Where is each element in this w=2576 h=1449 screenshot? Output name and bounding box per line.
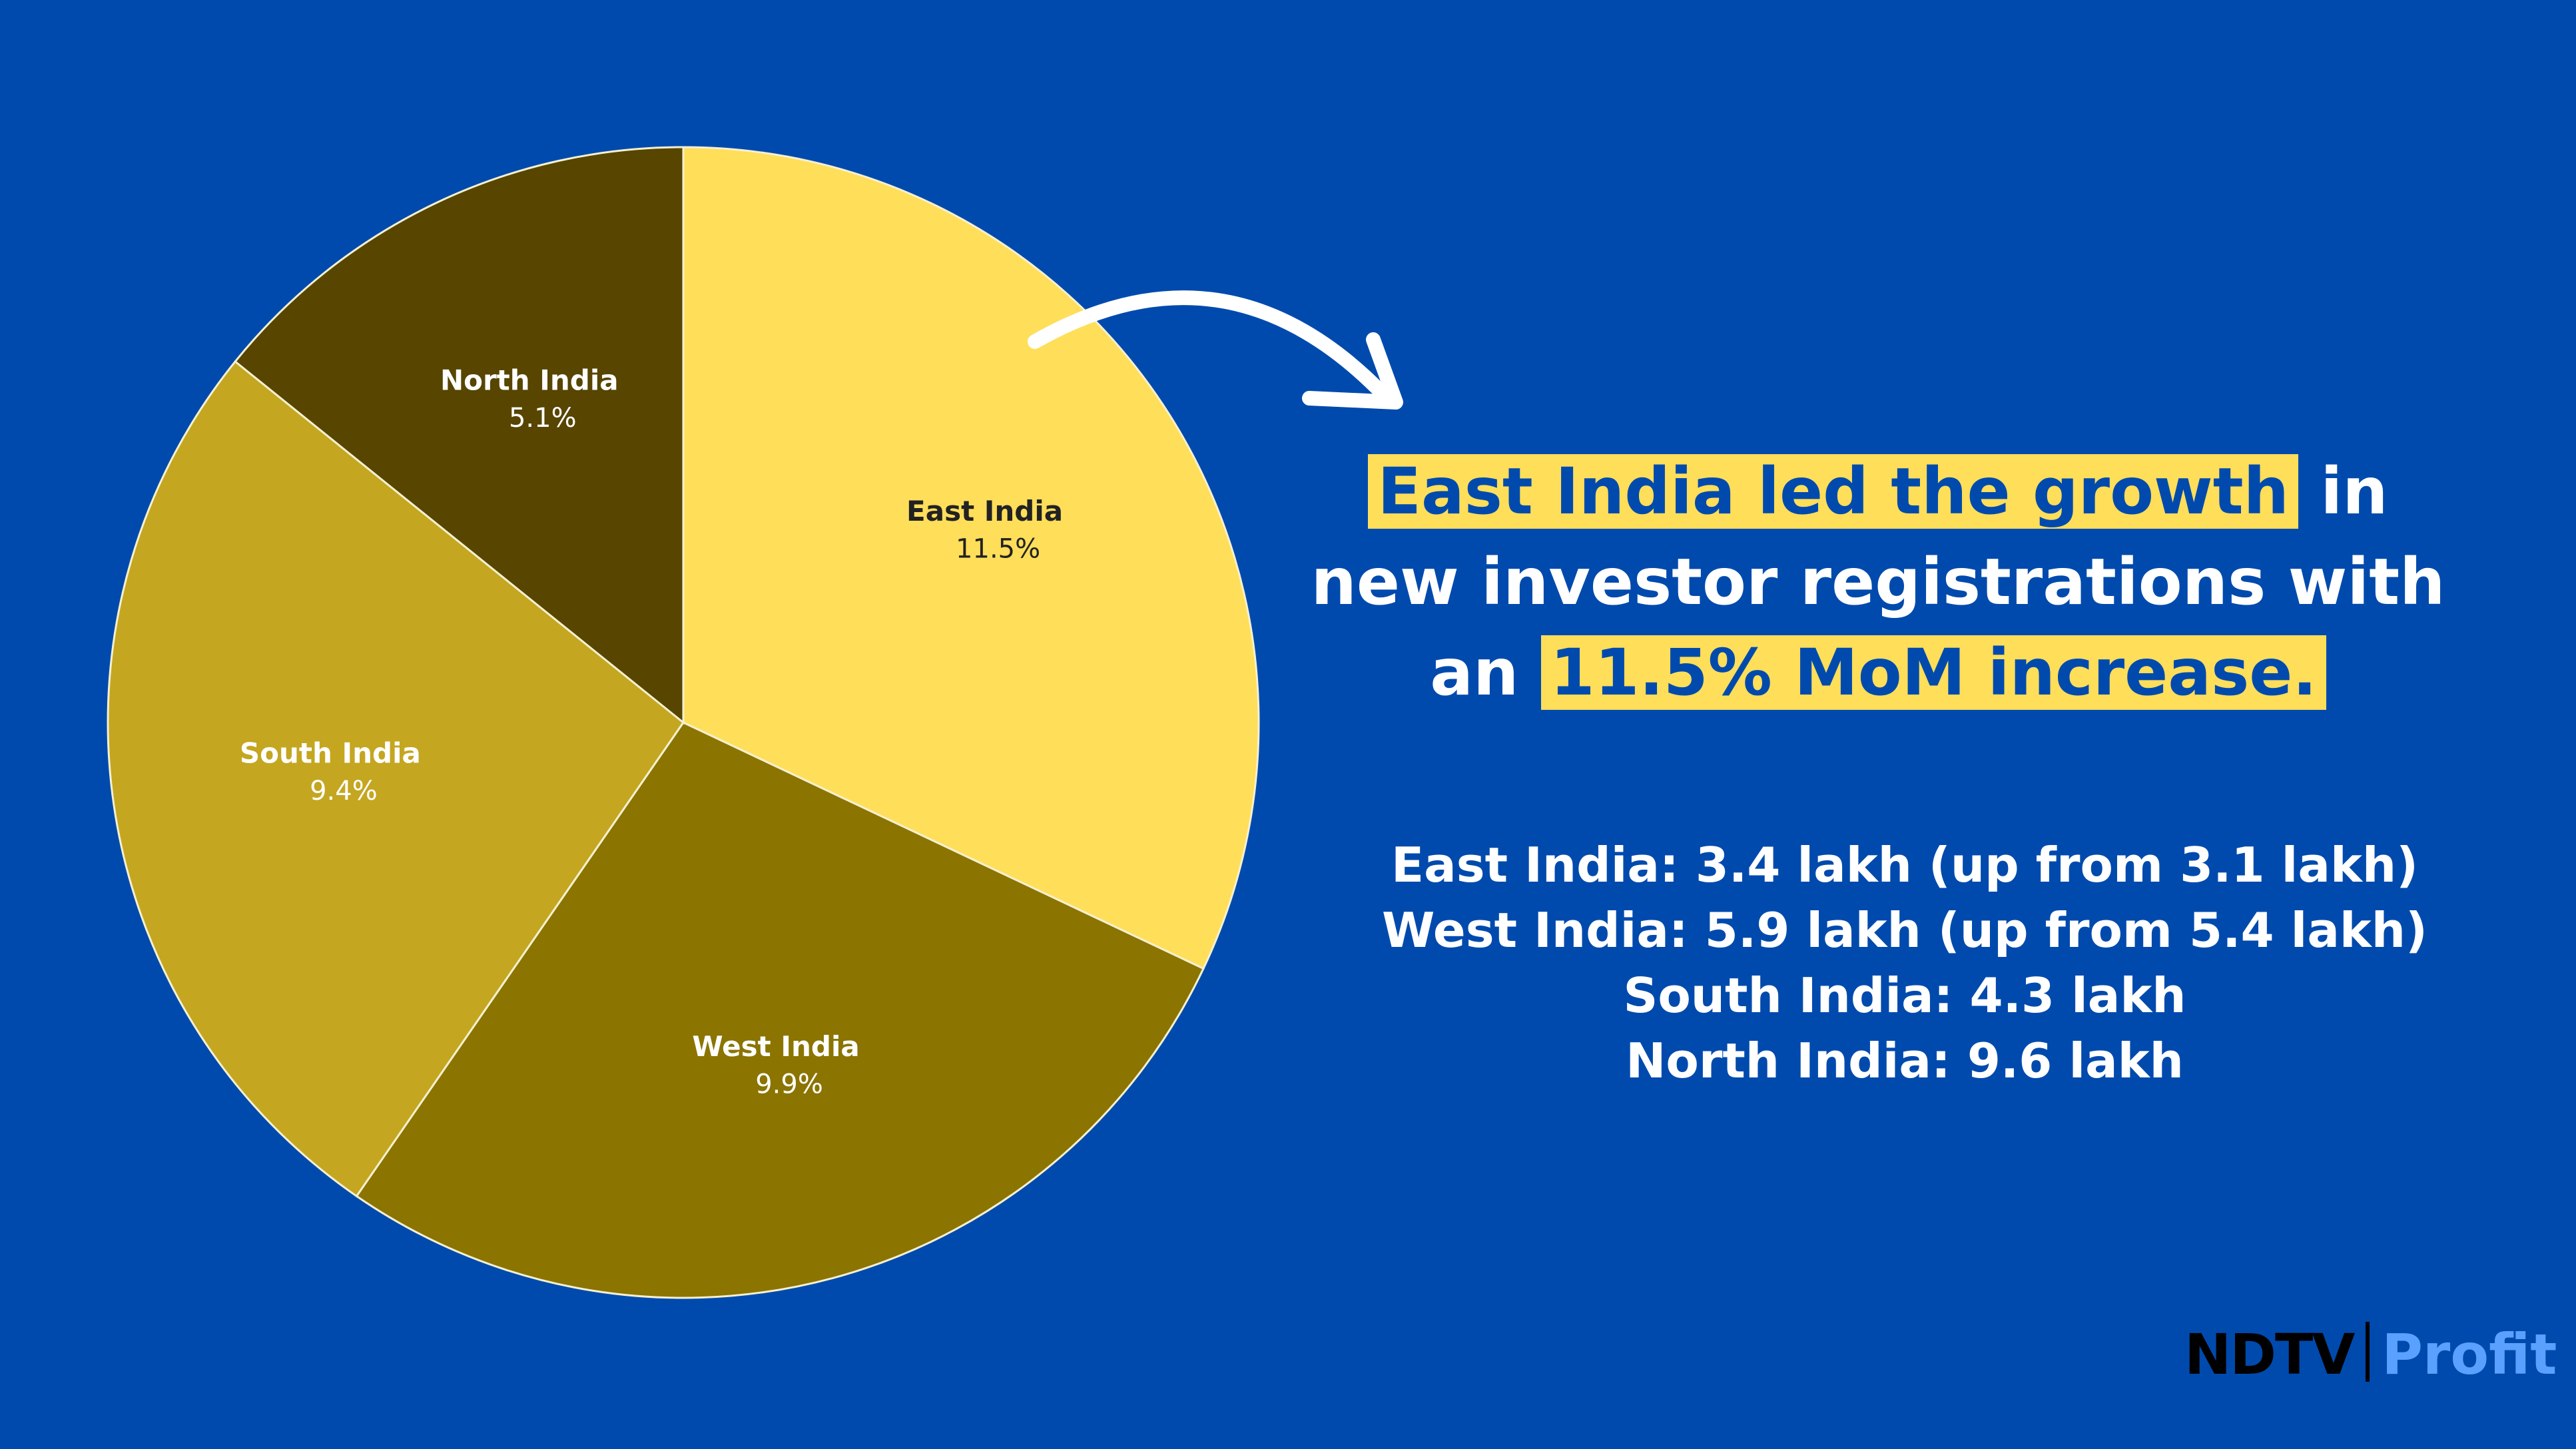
detail-line: West India: 5.9 lakh (up from 5.4 lakh) — [1382, 902, 2427, 958]
highlight: East India led the growth — [1368, 454, 2298, 529]
pie: East India 11.5% West India 9.9% South India… — [107, 146, 1260, 1299]
slice-value-label: 11.5% — [956, 533, 1040, 564]
logo-product: Profit — [2382, 1322, 2557, 1387]
slice-value-label: 9.4% — [310, 776, 378, 806]
slice-label: North India — [440, 364, 619, 396]
logo-brand: NDTV — [2184, 1322, 2355, 1387]
slice-label: South India — [240, 737, 421, 770]
pie-slice — [355, 721, 1205, 1299]
logo-separator — [2366, 1322, 2370, 1382]
pie-slice — [682, 146, 1260, 970]
slice-label: West India — [692, 1030, 859, 1063]
headline: East India led the growth in new investo… — [1305, 446, 2451, 718]
logo: NDTV Profit — [2184, 1322, 2557, 1387]
pie-slice — [107, 360, 685, 1198]
arrow-head — [1302, 332, 1403, 410]
slice-value-label: 5.1% — [509, 403, 577, 434]
pie-slice — [234, 146, 685, 725]
details: East India: 3.4 lakh (up from 3.1 lakh) W… — [1372, 832, 2437, 1093]
headline-text: in new investor registrations with an — [1311, 454, 2445, 710]
slice-label: East India — [906, 495, 1063, 527]
detail-line: South India: 4.3 lakh — [1623, 968, 2186, 1023]
detail-line: East India: 3.4 lakh (up from 3.1 lakh) — [1391, 837, 2418, 893]
arrow — [1028, 290, 1389, 400]
slice-value-label: 9.9% — [755, 1069, 823, 1099]
detail-line: North India: 9.6 lakh — [1626, 1033, 2184, 1089]
highlight: 11.5% MoM increase. — [1540, 635, 2326, 710]
